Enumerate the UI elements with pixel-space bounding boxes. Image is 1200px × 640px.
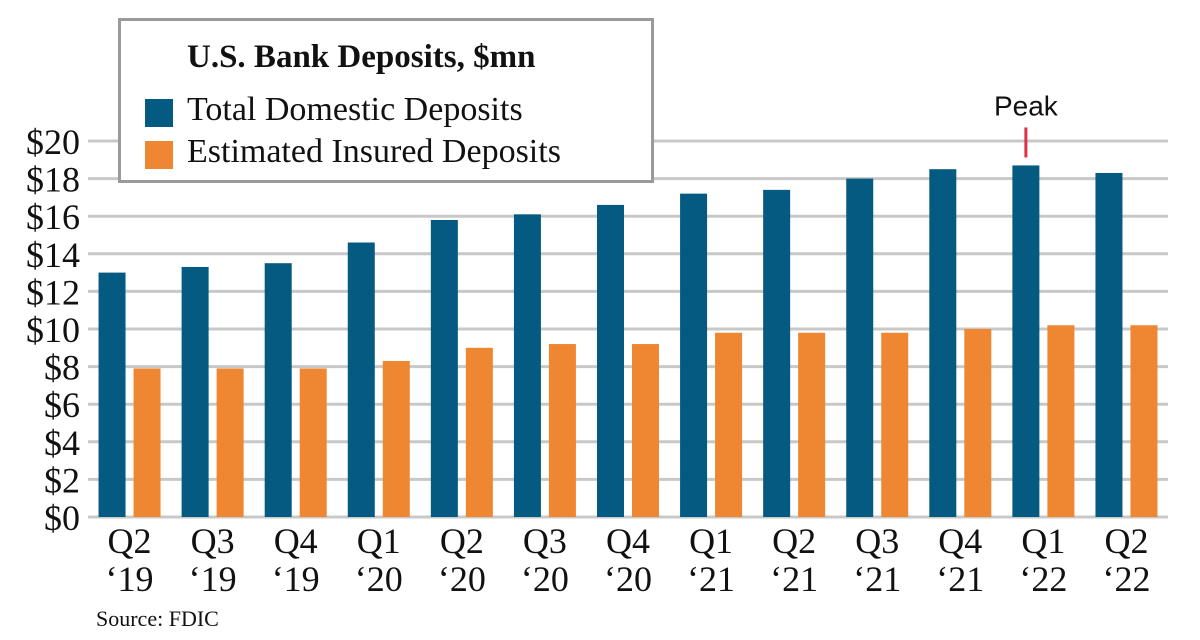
peak-label: Peak (994, 90, 1059, 121)
x-tick-label: ‘19 (272, 559, 320, 599)
chart-title: U.S. Bank Deposits, $mn (187, 39, 536, 75)
x-tick-label: ‘20 (604, 559, 652, 599)
bar-total-domestic-deposits (1012, 165, 1040, 517)
bar-total-domestic-deposits (264, 263, 292, 517)
bar-estimated-insured-deposits (299, 368, 327, 517)
x-tick-label: Q3 (855, 521, 899, 561)
y-tick-label: $8 (44, 348, 80, 388)
bar-estimated-insured-deposits (1047, 325, 1075, 517)
x-tick-label: Q3 (191, 521, 235, 561)
bar-estimated-insured-deposits (382, 360, 410, 517)
x-axis-tick-labels: Q2‘19Q3‘19Q4‘19Q1‘20Q2‘20Q3‘20Q4‘20Q1‘21… (106, 521, 1151, 599)
source-note: Source: FDIC (96, 606, 219, 631)
bar-total-domestic-deposits (513, 214, 541, 517)
bars (98, 165, 1158, 518)
y-tick-label: $20 (26, 122, 80, 162)
bar-estimated-insured-deposits (632, 344, 659, 517)
bar-total-domestic-deposits (181, 266, 209, 517)
y-tick-label: $10 (26, 310, 80, 350)
legend-label-total-domestic-deposits: Total Domestic Deposits (187, 91, 523, 128)
x-tick-label: Q1 (357, 521, 401, 561)
x-tick-label: ‘22 (1019, 559, 1067, 599)
x-tick-label: Q2 (108, 521, 152, 561)
bar-estimated-insured-deposits (798, 332, 826, 517)
x-tick-label: Q2 (440, 521, 484, 561)
x-tick-label: Q4 (274, 521, 318, 561)
bar-total-domestic-deposits (430, 219, 458, 517)
x-tick-label: Q4 (938, 521, 982, 561)
bar-total-domestic-deposits (1095, 172, 1123, 517)
bar-estimated-insured-deposits (133, 368, 161, 517)
bar-total-domestic-deposits (98, 272, 126, 517)
bar-total-domestic-deposits (763, 189, 791, 517)
bar-estimated-insured-deposits (465, 347, 493, 517)
bar-estimated-insured-deposits (548, 344, 576, 517)
legend-swatch-estimated-insured-deposits (145, 141, 173, 169)
y-tick-label: $4 (44, 423, 80, 463)
bar-estimated-insured-deposits (1130, 325, 1158, 517)
y-tick-label: $0 (44, 498, 80, 538)
peak-annotation: Peak (994, 90, 1059, 158)
x-tick-label: ‘21 (853, 559, 901, 599)
x-tick-label: ‘19 (106, 559, 154, 599)
legend-label-estimated-insured-deposits: Estimated Insured Deposits (187, 133, 561, 170)
x-tick-label: ‘21 (770, 559, 818, 599)
x-tick-label: ‘22 (1102, 559, 1150, 599)
y-tick-label: $12 (26, 272, 80, 312)
x-tick-label: Q2 (1104, 521, 1148, 561)
y-tick-label: $18 (26, 160, 80, 200)
x-tick-label: Q3 (523, 521, 567, 561)
bar-total-domestic-deposits (846, 178, 874, 517)
y-tick-label: $16 (26, 197, 80, 237)
bar-total-domestic-deposits (680, 193, 708, 517)
bar-total-domestic-deposits (929, 169, 957, 517)
legend-swatch-total-domestic-deposits (145, 99, 173, 127)
bar-total-domestic-deposits (597, 204, 624, 518)
bar-estimated-insured-deposits (881, 332, 909, 517)
x-tick-label: ‘19 (189, 559, 237, 599)
legend-box: U.S. Bank Deposits, $mn Total Domestic D… (118, 18, 654, 183)
bar-estimated-insured-deposits (715, 332, 743, 517)
x-tick-label: Q4 (606, 521, 650, 561)
x-tick-label: Q1 (1021, 521, 1065, 561)
bar-estimated-insured-deposits (964, 329, 992, 517)
x-tick-label: ‘20 (438, 559, 486, 599)
y-tick-label: $2 (44, 460, 80, 500)
x-tick-label: Q1 (689, 521, 733, 561)
bar-estimated-insured-deposits (216, 368, 244, 517)
y-tick-label: $6 (44, 385, 80, 425)
x-tick-label: ‘20 (355, 559, 403, 599)
x-tick-label: ‘21 (936, 559, 984, 599)
y-tick-label: $14 (26, 235, 80, 275)
x-tick-label: ‘20 (521, 559, 569, 599)
x-tick-label: Q2 (772, 521, 816, 561)
y-axis-tick-labels: $0$2$4$6$8$10$12$14$16$18$20 (26, 122, 80, 538)
grid-lines (88, 139, 1168, 519)
bar-total-domestic-deposits (347, 242, 375, 517)
x-tick-label: ‘21 (687, 559, 735, 599)
